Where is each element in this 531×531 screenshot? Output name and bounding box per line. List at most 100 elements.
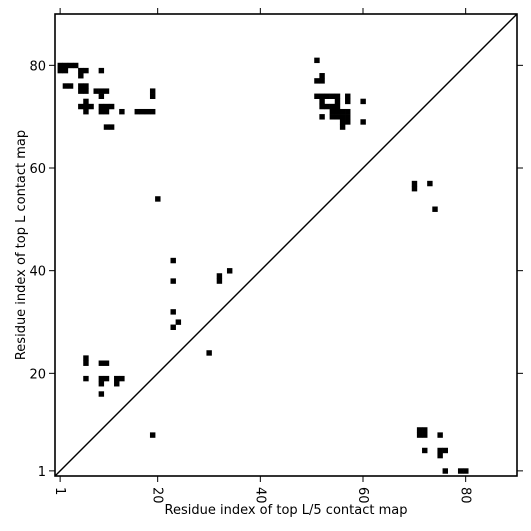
contact-cell-top-l5 <box>422 447 428 454</box>
x-axis-label: Residue index of top L/5 contact map <box>165 503 408 518</box>
contact-cell-top-l <box>170 257 176 264</box>
contact-cell-top-l <box>98 103 105 110</box>
diagonal-line <box>54 13 518 477</box>
contact-cell-top-l <box>83 98 89 105</box>
contact-cell-top-l5 <box>416 427 423 433</box>
contact-cell-top-l5 <box>437 447 443 454</box>
y-tick-label: 1 <box>38 465 46 480</box>
contact-cell-top-l <box>314 93 320 99</box>
contact-cell-top-l <box>78 73 84 79</box>
contact-cell-top-l <box>319 98 325 105</box>
contact-cell-top-l <box>339 119 346 125</box>
contact-cell-top-l <box>57 67 63 74</box>
contact-cell-top-l <box>155 196 161 202</box>
contact-cell-top-l <box>83 108 89 115</box>
contact-cell-top-l <box>103 124 110 130</box>
contact-cell-top-l <box>334 108 341 115</box>
contact-cell-top-l <box>119 375 125 382</box>
contact-cell-top-l <box>149 108 156 115</box>
contact-cell-top-l <box>114 381 120 387</box>
contact-cell-top-l <box>334 93 341 99</box>
contact-cell-top-l <box>83 103 89 110</box>
contact-cell-top-l5 <box>422 432 428 438</box>
contact-cell-top-l <box>411 185 418 192</box>
contact-cell-top-l <box>149 432 156 438</box>
contact-cell-top-l <box>329 93 336 99</box>
contact-cell-top-l <box>427 180 433 187</box>
contact-cell-top-l <box>139 108 146 115</box>
contact-cell-top-l <box>98 360 105 366</box>
contact-cell-top-l <box>319 114 325 120</box>
contact-cell-top-l <box>411 180 418 187</box>
axis-ticks: 1 20 40 60 80 1 20 40 60 80 <box>29 8 523 504</box>
contact-cell-top-l5 <box>416 432 423 438</box>
contact-cell-top-l <box>149 88 156 94</box>
contact-cell-top-l <box>83 88 89 94</box>
contact-cell-top-l <box>345 98 351 105</box>
y-tick-label: 60 <box>29 162 46 177</box>
contact-cell-top-l <box>324 103 330 110</box>
contact-cell-top-l <box>170 324 176 330</box>
contact-cell-top-l <box>98 381 105 387</box>
contact-cell-top-l5 <box>457 468 464 474</box>
contact-cell-top-l <box>334 98 341 105</box>
contact-cell-top-l <box>134 108 140 115</box>
contact-cell-top-l <box>314 57 320 64</box>
contact-cell-top-l <box>175 319 182 325</box>
contact-cell-top-l <box>78 103 84 110</box>
contact-cell-top-l <box>216 273 223 279</box>
contact-cell-top-l <box>67 83 74 89</box>
contact-cell-top-l5 <box>463 468 469 474</box>
contact-cell-top-l <box>170 278 176 284</box>
contact-cell-top-l <box>319 103 325 110</box>
contact-cell-top-l <box>57 62 63 69</box>
contact-cell-top-l <box>62 67 69 74</box>
contact-cell-top-l5 <box>442 447 448 454</box>
y-tick-label: 40 <box>29 265 46 280</box>
contact-cell-top-l <box>334 103 341 110</box>
contact-cell-top-l <box>67 62 74 69</box>
contact-cell-top-l5 <box>422 427 428 433</box>
contact-cell-top-l <box>339 114 346 120</box>
contact-cells <box>57 57 469 474</box>
contact-cell-top-l <box>226 268 233 274</box>
contact-cell-top-l <box>103 108 110 115</box>
contact-cell-top-l <box>432 206 438 212</box>
contact-cell-top-l <box>345 114 351 120</box>
contact-cell-top-l <box>72 62 79 69</box>
contact-cell-top-l <box>103 103 110 110</box>
contact-cell-top-l <box>319 73 325 79</box>
plot-frame <box>54 13 518 477</box>
contact-cell-top-l <box>324 93 330 99</box>
contact-cell-top-l <box>83 360 89 366</box>
x-tick-label: 80 <box>458 487 473 504</box>
contact-cell-top-l <box>206 350 212 356</box>
contact-cell-top-l <box>119 108 125 115</box>
y-tick-label: 80 <box>29 59 46 74</box>
contact-cell-top-l <box>216 278 223 284</box>
contact-cell-top-l <box>149 93 156 99</box>
contact-cell-top-l5 <box>437 432 443 438</box>
contact-cell-top-l <box>314 78 320 84</box>
contact-cell-top-l <box>329 103 336 110</box>
contact-cell-top-l <box>144 108 151 115</box>
contact-cell-top-l <box>78 67 84 74</box>
contact-cell-top-l <box>98 108 105 115</box>
contact-cell-top-l <box>83 67 89 74</box>
contact-cell-top-l <box>83 83 89 89</box>
contact-cell-top-l <box>170 309 176 315</box>
y-axis-label: Residue index of top L contact map <box>14 130 29 360</box>
contact-cell-top-l <box>103 88 110 94</box>
contact-cell-top-l <box>103 375 110 382</box>
contact-cell-top-l <box>108 103 115 110</box>
x-tick-label: 1 <box>52 487 67 495</box>
contact-cell-top-l <box>88 103 94 110</box>
contact-cell-top-l <box>62 62 69 69</box>
contact-cell-top-l <box>339 108 346 115</box>
contact-cell-top-l <box>78 83 84 89</box>
contact-cell-top-l <box>103 360 110 366</box>
contact-cell-top-l <box>334 114 341 120</box>
contact-cell-top-l <box>108 124 115 130</box>
x-tick-label: 40 <box>252 487 267 504</box>
